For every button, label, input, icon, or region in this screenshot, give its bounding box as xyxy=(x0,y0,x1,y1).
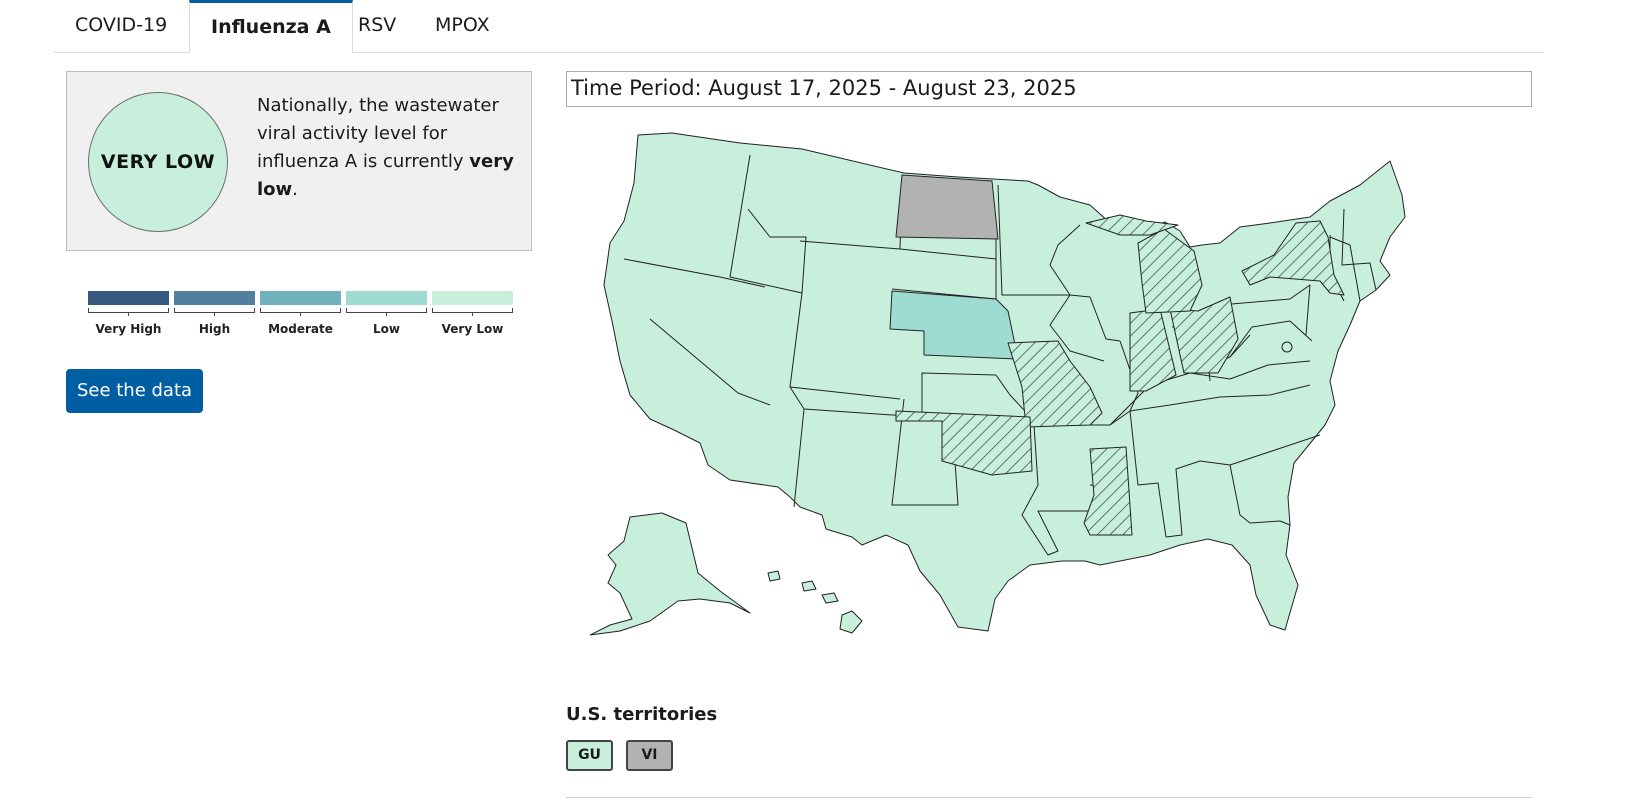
state-michigan xyxy=(1137,228,1203,314)
description-prefix: Nationally, the wastewater viral activit… xyxy=(257,95,499,172)
national-level-description: Nationally, the wastewater viral activit… xyxy=(257,92,517,204)
legend-swatch-moderate xyxy=(260,291,341,305)
legend-swatch-very-low xyxy=(432,291,513,305)
level-indicator-circle: VERY LOW xyxy=(88,92,228,232)
legend-bracket xyxy=(88,308,169,316)
level-legend: Very High High Moderate Low Very Low xyxy=(88,291,513,341)
tab-influenza-a[interactable]: Influenza A xyxy=(189,0,353,53)
national-level-card: VERY LOW Nationally, the wastewater vira… xyxy=(66,71,532,251)
legend-swatch-very-high xyxy=(88,291,169,305)
legend-swatch-high xyxy=(174,291,255,305)
legend-bracket xyxy=(174,308,255,316)
state-new-york xyxy=(1241,220,1345,296)
state-missouri xyxy=(1007,340,1103,428)
tab-mpox[interactable]: MPOX xyxy=(435,14,490,36)
state-nebraska xyxy=(889,290,1019,360)
state-michigan-upper xyxy=(1085,214,1179,236)
time-period-label: Time Period: August 17, 2025 - August 23… xyxy=(566,71,1532,107)
legend-bracket xyxy=(432,308,513,316)
description-level: very low xyxy=(257,151,514,200)
state-hawaii-island-2 xyxy=(821,592,839,604)
legend-label-low: Low xyxy=(373,322,400,336)
tab-covid-19[interactable]: COVID-19 xyxy=(75,14,168,36)
state-hawaii-island-4 xyxy=(767,570,781,582)
legend-bracket xyxy=(346,308,427,316)
dc-marker xyxy=(1281,341,1293,353)
state-hawaii xyxy=(839,610,863,634)
state-hawaii-island-3 xyxy=(801,580,817,592)
us-state-map xyxy=(590,132,1406,636)
state-north-dakota xyxy=(895,174,999,240)
state-ohio xyxy=(1169,296,1239,374)
legend-label-high: High xyxy=(198,322,231,336)
state-mississippi xyxy=(1083,446,1133,536)
state-oklahoma xyxy=(895,410,1033,476)
legend-label-moderate: Moderate xyxy=(268,322,333,336)
territories-title: U.S. territories xyxy=(566,704,718,725)
territory-vi[interactable]: VI xyxy=(626,740,673,771)
tab-bar: COVID-19 Influenza A RSV MPOX xyxy=(54,0,1544,53)
state-alaska xyxy=(590,512,751,636)
legend-swatch-low xyxy=(346,291,427,305)
tab-rsv[interactable]: RSV xyxy=(358,14,397,36)
description-suffix: . xyxy=(292,179,298,200)
see-the-data-button[interactable]: See the data xyxy=(66,369,203,413)
legend-label-very-low: Very Low xyxy=(441,322,504,336)
legend-bracket xyxy=(260,308,341,316)
legend-label-very-high: Very High xyxy=(95,322,162,336)
bottom-divider xyxy=(566,797,1532,798)
territory-gu[interactable]: GU xyxy=(566,740,613,771)
